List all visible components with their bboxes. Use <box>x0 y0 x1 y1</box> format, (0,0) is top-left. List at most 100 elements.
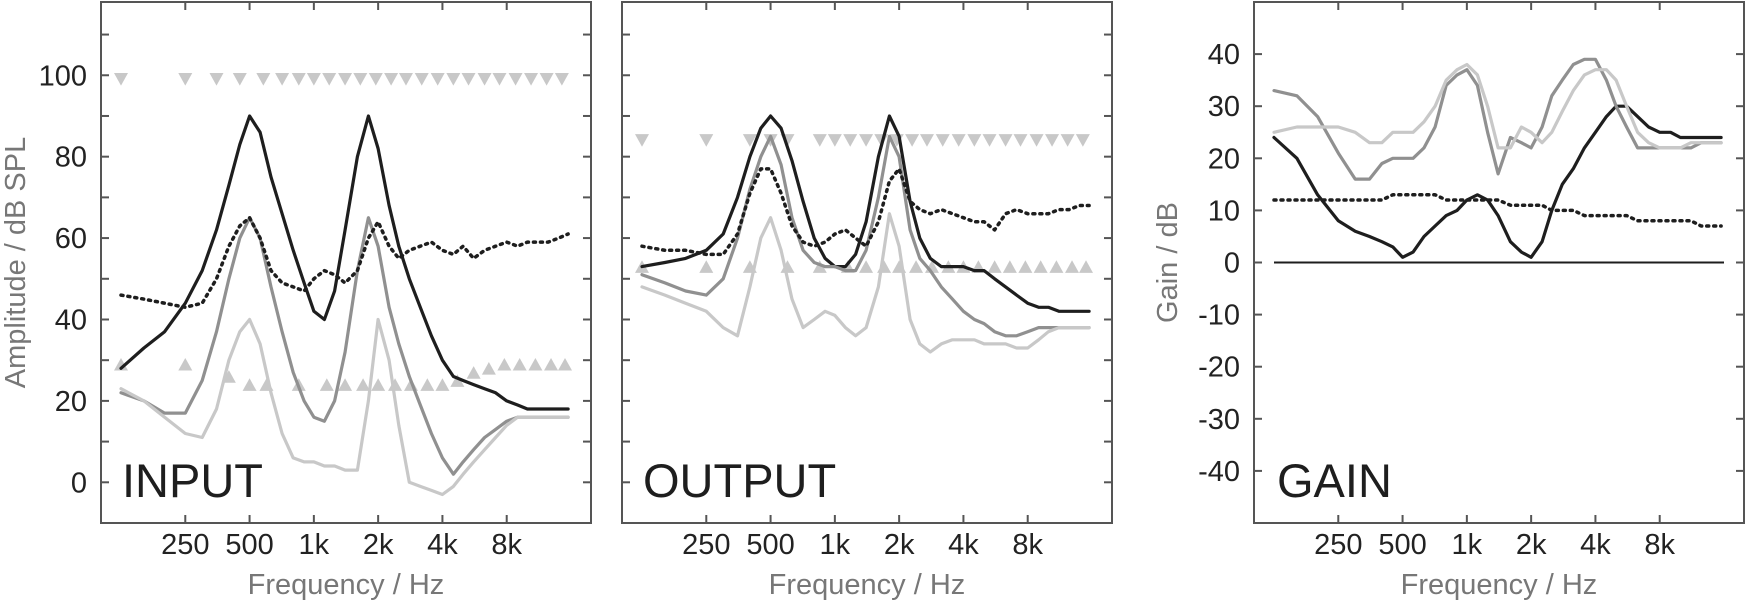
series-line-4 <box>1272 193 1723 228</box>
threshold-marker-up <box>558 357 573 371</box>
output-panel: 250 500 1k 2k 4k 8k Frequency / Hz OUTPUT <box>621 1 1113 601</box>
threshold-marker-up <box>859 260 874 273</box>
threshold-marker-down <box>935 134 950 147</box>
threshold-marker-down <box>414 73 429 86</box>
x-tick-label: 8k <box>1644 529 1675 561</box>
y-tick-label: 0 <box>1224 248 1240 280</box>
threshold-marker-up <box>1065 260 1080 273</box>
threshold-marker-down <box>446 73 461 86</box>
threshold-marker-up <box>371 378 386 391</box>
threshold-marker-up <box>1018 260 1033 273</box>
threshold-marker-down <box>291 73 306 86</box>
threshold-marker-up <box>528 357 543 371</box>
threshold-marker-down <box>1060 134 1075 147</box>
series-line-3 <box>640 212 1091 354</box>
series-line-4 <box>119 215 570 310</box>
threshold-marker-down <box>508 73 523 86</box>
series-line-2 <box>119 216 570 476</box>
x-axis-label: Frequency / Hz <box>769 569 966 601</box>
threshold-marker-down <box>539 73 554 86</box>
threshold-marker-up <box>699 260 714 273</box>
panel-label: OUTPUT <box>643 454 836 507</box>
y-tick-label: 60 <box>55 223 87 255</box>
plot-frame <box>621 1 1113 524</box>
y-tick-label: -40 <box>1198 456 1240 488</box>
y-tick-label: 40 <box>1208 39 1240 71</box>
series-line-1 <box>119 114 570 411</box>
threshold-marker-down <box>384 73 399 86</box>
series-line-3 <box>1272 62 1723 150</box>
threshold-marker-down <box>430 73 445 86</box>
threshold-marker-up <box>242 378 257 391</box>
gain-panel: 250 500 1k 2k 4k 8k -40 -30 -20 -10 0 10 20 30 40 Frequ… <box>1152 1 1745 601</box>
threshold-marker-down <box>859 134 874 147</box>
plot-frame <box>100 1 592 524</box>
threshold-marker-up <box>481 362 496 375</box>
threshold-marker-up <box>1079 260 1094 273</box>
threshold-marker-up <box>544 357 559 371</box>
threshold-marker-down <box>524 73 539 86</box>
threshold-marker-down <box>461 73 476 86</box>
threshold-marker-down <box>742 134 757 147</box>
threshold-marker-down <box>338 73 353 86</box>
threshold-marker-down <box>554 73 569 86</box>
threshold-marker-down <box>492 73 507 86</box>
threshold-marker-down <box>275 73 290 86</box>
threshold-marker-up <box>1002 260 1017 273</box>
x-tick-label: 4k <box>427 529 458 561</box>
panel-label: GAIN <box>1277 454 1392 507</box>
threshold-marker-up <box>420 378 435 391</box>
threshold-marker-up <box>466 366 481 379</box>
x-tick-label: 1k <box>299 529 330 561</box>
threshold-marker-down <box>998 134 1013 147</box>
x-tick-label: 4k <box>1580 529 1611 561</box>
x-tick-label: 250 <box>1314 529 1362 561</box>
y-tick-label: 20 <box>1208 143 1240 175</box>
y-axis-label: Amplitude / dB SPL <box>0 137 32 388</box>
y-tick-label: 0 <box>71 467 87 499</box>
threshold-marker-down <box>322 73 337 86</box>
x-tick-label: 2k <box>1516 529 1547 561</box>
threshold-marker-up <box>114 357 128 371</box>
threshold-marker-down <box>232 73 247 86</box>
x-axis-label: Frequency / Hz <box>1401 569 1598 601</box>
threshold-marker-down <box>178 73 193 86</box>
threshold-marker-down <box>635 134 649 147</box>
series-line-2 <box>640 134 1091 338</box>
threshold-marker-down <box>1075 134 1090 147</box>
x-axis-label: Frequency / Hz <box>248 569 445 601</box>
threshold-marker-down <box>905 134 920 147</box>
y-tick-label: 80 <box>55 142 87 174</box>
x-tick-label: 8k <box>491 529 522 561</box>
threshold-marker-down <box>256 73 271 86</box>
threshold-marker-down <box>368 73 383 86</box>
threshold-marker-down <box>353 73 368 86</box>
input-panel: 250 500 1k 2k 4k 8k 0 20 40 60 80 100 Frequency / Hz… <box>0 1 592 601</box>
threshold-marker-up <box>987 260 1002 273</box>
y-tick-label: -20 <box>1198 352 1240 384</box>
threshold-marker-down <box>919 134 934 147</box>
y-tick-label: 20 <box>55 386 87 418</box>
series-line-1 <box>1272 104 1723 259</box>
threshold-marker-down <box>398 73 413 86</box>
x-tick-label: 4k <box>948 529 979 561</box>
x-tick-label: 500 <box>746 529 794 561</box>
x-tick-label: 250 <box>161 529 209 561</box>
threshold-marker-up <box>450 374 465 387</box>
y-tick-label: 30 <box>1208 91 1240 123</box>
threshold-marker-down <box>209 73 224 86</box>
threshold-marker-down <box>951 134 966 147</box>
threshold-marker-down <box>843 134 858 147</box>
panel-label: INPUT <box>122 454 263 507</box>
threshold-marker-down <box>1029 134 1044 147</box>
threshold-marker-up <box>319 378 334 391</box>
y-tick-label: -30 <box>1198 404 1240 436</box>
x-tick-label: 500 <box>225 529 273 561</box>
y-axis-label: Gain / dB <box>1152 202 1184 323</box>
threshold-marker-up <box>877 260 892 273</box>
threshold-marker-down <box>477 73 492 86</box>
threshold-marker-up <box>338 378 353 391</box>
threshold-marker-up <box>909 260 924 273</box>
x-tick-label: 1k <box>1452 529 1483 561</box>
